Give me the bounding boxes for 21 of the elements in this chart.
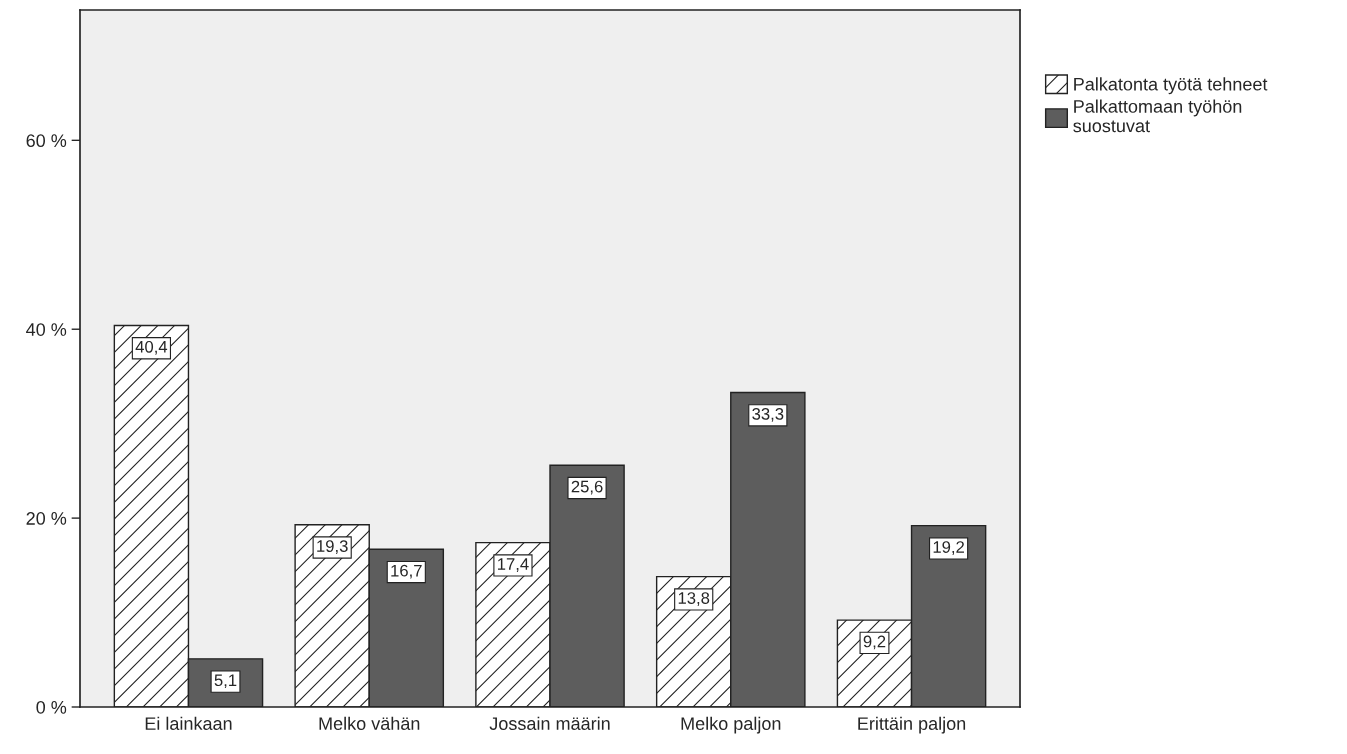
x-tick-label: Melko paljon xyxy=(681,716,781,734)
y-tick-label: 0 % xyxy=(36,700,67,714)
y-tick-label: 40 % xyxy=(26,323,67,336)
data-label: 5,1 xyxy=(214,674,237,689)
x-tick-label: Ei lainkaan xyxy=(145,716,232,730)
x-tick-label: Jossain määrin xyxy=(489,716,610,730)
data-label: 13,8 xyxy=(678,592,710,606)
data-label: 25,6 xyxy=(571,480,603,495)
legend-label: Palkatonta työtä tehneet xyxy=(1074,77,1268,95)
y-tick-label: 20 % xyxy=(26,512,67,525)
legend-label: Palkattomaan työhön suostuvat xyxy=(1073,99,1242,133)
x-tick-label: Melko vähän xyxy=(319,716,420,730)
data-label: 9,2 xyxy=(863,635,886,650)
data-label: 40,4 xyxy=(135,340,168,355)
data-label: 16,7 xyxy=(391,564,422,579)
data-label: 33,3 xyxy=(752,407,784,422)
data-label: 17,4 xyxy=(498,558,529,572)
data-label: 19,3 xyxy=(317,540,348,554)
y-tick-label: 60 % xyxy=(26,134,67,148)
data-label: 19,2 xyxy=(933,541,964,555)
x-tick-label: Erittäin paljon xyxy=(858,716,966,734)
